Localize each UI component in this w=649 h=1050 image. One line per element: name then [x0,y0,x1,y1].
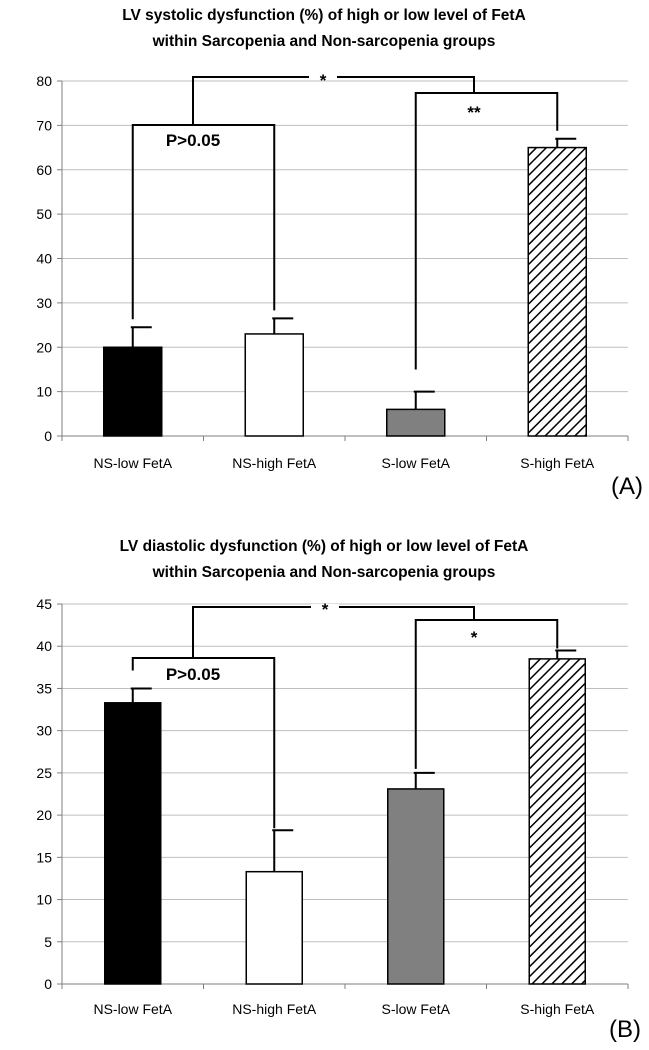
chart-title-line2: within Sarcopenia and Non-sarcopenia gro… [152,33,496,50]
y-tick-label: 40 [36,251,52,267]
bar-ns-high-feta [244,333,304,437]
y-tick-label: 15 [36,849,52,865]
y-tick-label: 50 [36,206,52,222]
y-tick-label: 35 [36,680,52,696]
y-tick-label: 10 [36,384,52,400]
bar-ns-high-feta [245,870,303,985]
chart-panel-b: LV diastolic dysfunction (%) of high or … [0,525,649,1050]
x-tick-label: NS-high FetA [232,1001,317,1017]
y-tick-label: 70 [36,117,52,133]
bar-s-high-feta [528,658,586,985]
bar-s-high-feta [527,146,587,437]
y-tick-label: 5 [44,934,52,950]
x-tick-label: S-high FetA [520,455,595,471]
significance-bracket [414,619,559,769]
y-tick-label: 0 [44,428,52,444]
chart-title-line2: within Sarcopenia and Non-sarcopenia gro… [152,564,496,581]
chart-a-svg: LV systolic dysfunction (%) of high or l… [36,7,643,500]
x-tick-label: NS-low FetA [93,1001,172,1017]
y-tick-label: 0 [44,976,52,992]
significance-label: * [320,71,327,90]
x-tick-label: S-low FetA [382,455,451,471]
label-gap [309,74,337,80]
panel-label: (B) [609,1016,641,1043]
y-tick-label: 30 [36,295,52,311]
y-tick-label: 30 [36,723,52,739]
significance-label: * [471,628,478,647]
significance-label: ** [467,103,481,122]
x-tick-label: NS-low FetA [93,455,172,471]
y-tick-label: 20 [36,339,52,355]
label-gap [311,604,339,610]
significance-bracket [414,92,559,370]
y-tick-label: 10 [36,892,52,908]
chart-title-line1: LV systolic dysfunction (%) of high or l… [122,7,526,24]
chart-b-svg: LV diastolic dysfunction (%) of high or … [36,538,641,1043]
significance-bracket [131,124,276,320]
bar-ns-low-feta [104,702,162,985]
bar-ns-low-feta [103,346,163,437]
significance-bracket [192,606,475,658]
chart-title-line1: LV diastolic dysfunction (%) of high or … [120,538,529,555]
x-tick-label: NS-high FetA [232,455,317,471]
significance-label: P>0.05 [166,131,220,150]
chart-panel-a: LV systolic dysfunction (%) of high or l… [0,0,649,510]
significance-bracket [131,657,276,829]
y-tick-label: 20 [36,807,52,823]
significance-label: * [322,600,329,619]
x-tick-label: S-high FetA [520,1001,595,1017]
y-tick-label: 45 [36,596,52,612]
panel-label: (A) [611,473,643,500]
bar-s-low-feta [387,788,445,985]
significance-bracket [192,76,475,125]
significance-label: P>0.05 [166,665,220,684]
y-tick-label: 25 [36,765,52,781]
bar-s-low-feta [386,408,446,437]
x-tick-label: S-low FetA [382,1001,451,1017]
y-tick-label: 40 [36,638,52,654]
y-tick-label: 60 [36,162,52,178]
y-tick-label: 80 [36,73,52,89]
